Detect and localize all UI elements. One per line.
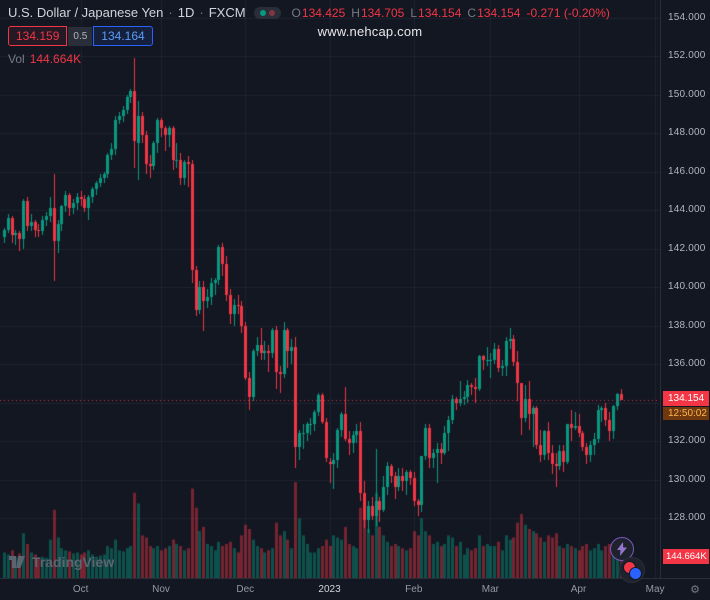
time-axis-label: 2023: [318, 584, 341, 595]
price-axis-label: 140.000: [668, 281, 706, 293]
current-volume-label: 144.664K: [663, 549, 709, 564]
open-value: 134.425: [301, 5, 346, 20]
open-label: O: [291, 5, 301, 20]
sell-button[interactable]: 134.159: [8, 26, 68, 46]
price-axis-label: 144.000: [668, 204, 706, 216]
high-label: H: [351, 5, 360, 20]
status-pill[interactable]: [253, 6, 281, 19]
time-axis-label: Mar: [481, 584, 500, 595]
price-axis[interactable]: 134.154 12:50:02 144.664K 154.000 152.000…: [660, 0, 710, 578]
tradingview-logo-icon: [9, 556, 25, 568]
price-axis-label: 154.000: [668, 12, 706, 23]
time-axis-label: Dec: [236, 584, 255, 595]
price-axis-label: 142.000: [668, 242, 706, 254]
lightning-button[interactable]: [610, 537, 634, 561]
time-axis-label: May: [645, 584, 665, 595]
gear-icon[interactable]: ⚙: [690, 584, 700, 596]
spread-value: 0.5: [68, 26, 93, 46]
chart-pane: www.nehcap.com U.S. Dollar / Japanese Ye…: [0, 0, 660, 583]
price-axis-label: 152.000: [668, 50, 706, 62]
ohlc-readout: O 134.425 H 134.705 L 134.154 C 134.154 -0.2…: [292, 6, 610, 20]
bar-close-countdown: 12:50:02: [663, 407, 709, 421]
volume-label: Vol: [8, 52, 25, 66]
separator: ·: [199, 5, 204, 20]
time-axis-label: Nov: [152, 584, 170, 595]
price-axis-label: 146.000: [668, 165, 706, 177]
price-axis-label: 148.000: [668, 127, 706, 139]
watermark-text: www.nehcap.com: [317, 24, 423, 39]
time-axis-label: Apr: [570, 584, 587, 595]
market-status-dot: [259, 9, 266, 16]
time-axis-label: Oct: [72, 584, 89, 595]
tradingview-logo-text: TradingView: [32, 554, 115, 570]
volume-value: 144.664K: [29, 52, 82, 66]
buy-button[interactable]: 134.164: [93, 26, 153, 46]
blue-bubble-icon: [629, 567, 642, 580]
high-value: 134.705: [360, 5, 405, 20]
price-axis-label: 150.000: [668, 88, 706, 100]
low-label: L: [410, 5, 418, 20]
lightning-icon: [617, 542, 627, 556]
price-axis-label: 132.000: [668, 435, 706, 447]
interval-value[interactable]: 1D: [177, 5, 195, 20]
last-price-label: 134.154: [663, 391, 709, 407]
low-value: 134.154: [418, 5, 462, 20]
legend: U.S. Dollar / Japanese Yen · 1D · FXCM O…: [8, 5, 610, 66]
symbol-title[interactable]: U.S. Dollar / Japanese Yen: [8, 5, 164, 20]
close-label: C: [467, 5, 477, 20]
time-axis-label: Feb: [405, 584, 423, 595]
price-axis-label: 128.000: [668, 511, 706, 523]
close-value: 134.154: [477, 5, 521, 20]
separator: ·: [168, 5, 173, 20]
tradingview-logo[interactable]: TradingView: [9, 554, 114, 570]
price-axis-label: 130.000: [668, 473, 706, 485]
exchange-name[interactable]: FXCM: [208, 5, 246, 20]
alert-status-dot: [268, 9, 275, 16]
price-axis-label: 138.000: [668, 319, 706, 331]
time-axis[interactable]: ⚙ Oct Nov Dec 2023 Feb Mar Apr May: [0, 578, 710, 600]
bubbles-button[interactable]: [619, 557, 645, 583]
price-axis-label: 136.000: [668, 358, 706, 370]
candlestick-chart[interactable]: [0, 0, 660, 578]
change-value: -0.271 (-0.20%): [526, 5, 610, 20]
